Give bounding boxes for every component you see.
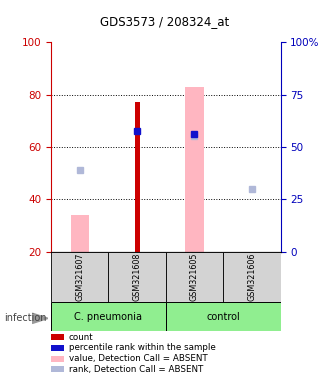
Bar xyxy=(185,87,204,252)
Bar xyxy=(223,252,280,302)
Text: infection: infection xyxy=(4,313,47,323)
Text: control: control xyxy=(206,311,240,322)
Text: GDS3573 / 208324_at: GDS3573 / 208324_at xyxy=(100,15,230,28)
Bar xyxy=(109,252,166,302)
Bar xyxy=(51,252,109,302)
Bar xyxy=(135,103,140,252)
Text: GSM321607: GSM321607 xyxy=(75,253,84,301)
Bar xyxy=(166,252,223,302)
Text: GSM321608: GSM321608 xyxy=(133,253,142,301)
Text: percentile rank within the sample: percentile rank within the sample xyxy=(69,343,215,353)
Bar xyxy=(71,215,89,252)
Bar xyxy=(166,302,280,331)
Polygon shape xyxy=(32,313,48,323)
Text: rank, Detection Call = ABSENT: rank, Detection Call = ABSENT xyxy=(69,365,203,374)
Text: value, Detection Call = ABSENT: value, Detection Call = ABSENT xyxy=(69,354,207,363)
Text: count: count xyxy=(69,333,93,342)
Text: GSM321605: GSM321605 xyxy=(190,253,199,301)
Text: C. pneumonia: C. pneumonia xyxy=(75,311,143,322)
Bar xyxy=(51,302,166,331)
Text: GSM321606: GSM321606 xyxy=(247,253,256,301)
